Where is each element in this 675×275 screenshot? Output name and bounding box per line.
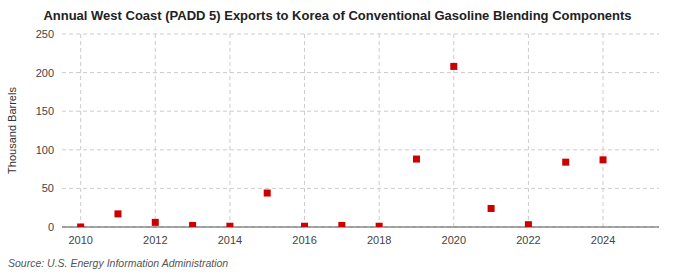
y-grid-line xyxy=(62,188,659,189)
x-grid-line xyxy=(304,34,305,227)
point xyxy=(226,223,233,227)
point xyxy=(77,224,84,228)
y-axis-label: Thousand Barrels xyxy=(6,87,18,174)
y-grid-line xyxy=(62,111,659,112)
annotation: Source: U.S. Energy Information Administ… xyxy=(8,257,228,269)
y-tick-label: 150 xyxy=(36,105,54,117)
point xyxy=(189,222,196,227)
x-grid-line xyxy=(155,34,156,227)
grid xyxy=(62,34,659,227)
y-tick-label: 200 xyxy=(36,67,54,79)
y-tick-label: 0 xyxy=(48,221,54,233)
point xyxy=(264,190,271,197)
x-grid-line xyxy=(80,34,81,227)
point xyxy=(413,156,420,163)
x-tick-label: 2010 xyxy=(68,234,92,246)
y-tick-label: 250 xyxy=(36,28,54,40)
chart-svg: Annual West Coast (PADD 5) Exports to Ko… xyxy=(0,0,675,275)
x-grid-line xyxy=(229,34,230,227)
y-tick-label: 100 xyxy=(36,144,54,156)
point xyxy=(525,221,532,227)
x-tick-label: 2024 xyxy=(591,234,615,246)
x-grid-line xyxy=(603,34,604,227)
point xyxy=(114,210,121,217)
point xyxy=(450,63,457,70)
x-grid-line xyxy=(379,34,380,227)
y-tick-label: 50 xyxy=(42,182,54,194)
background xyxy=(0,0,675,275)
y-grid-line xyxy=(62,227,659,228)
x-tick-label: 2022 xyxy=(516,234,540,246)
point xyxy=(562,159,569,166)
axes: 0 50 100 150 200 250 2010 2012 2014 2016 2018 2020 2… xyxy=(36,28,659,246)
y-grid-line xyxy=(62,72,659,73)
y-grid-line xyxy=(62,149,659,150)
point xyxy=(376,223,383,227)
x-axis-line xyxy=(62,227,659,228)
point xyxy=(488,205,495,212)
chart-container: Annual West Coast (PADD 5) Exports to Ko… xyxy=(0,0,675,275)
point xyxy=(301,223,308,227)
point xyxy=(338,222,345,227)
y-grid-line xyxy=(62,34,659,35)
title: Annual West Coast (PADD 5) Exports to Ko… xyxy=(43,8,631,23)
x-grid-line xyxy=(528,34,529,227)
x-tick-label: 2018 xyxy=(367,234,391,246)
x-tick-label: 2012 xyxy=(143,234,167,246)
points xyxy=(77,63,606,227)
x-tick-label: 2016 xyxy=(292,234,316,246)
x-tick-label: 2014 xyxy=(218,234,242,246)
x-tick-label: 2020 xyxy=(442,234,466,246)
point xyxy=(152,219,159,226)
point xyxy=(600,156,607,163)
